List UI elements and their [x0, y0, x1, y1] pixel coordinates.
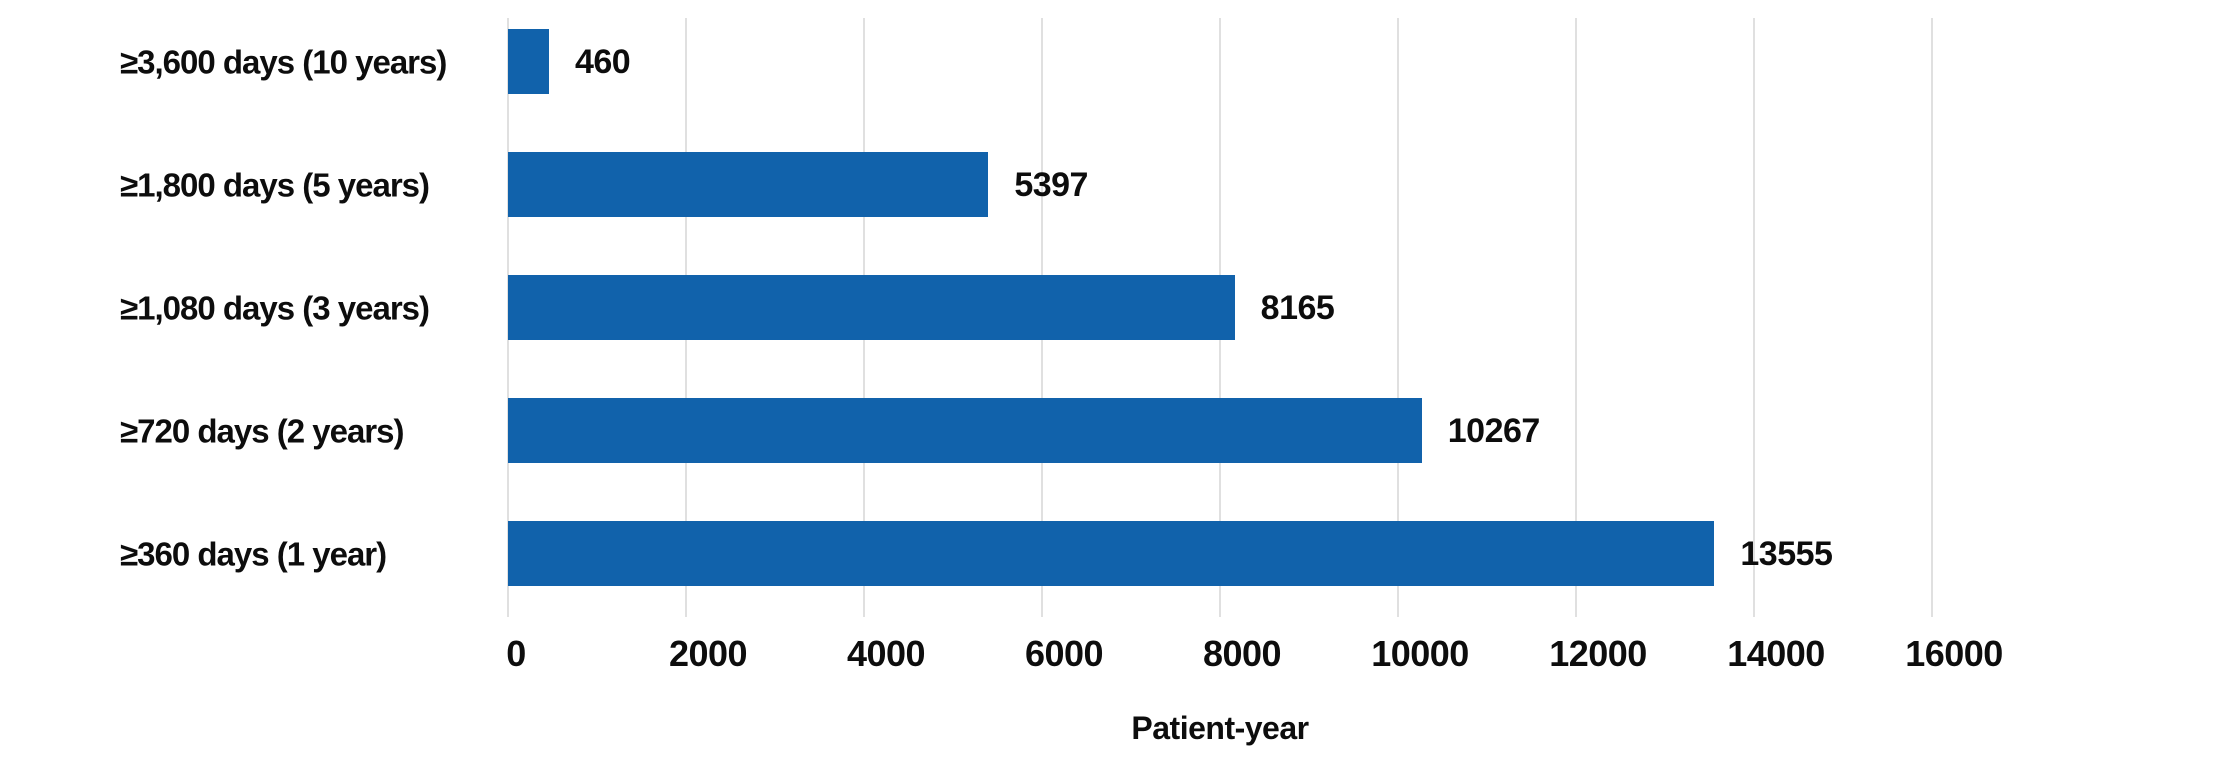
- category-label: ≥720 days (2 years): [120, 412, 404, 449]
- bar-value-label: 13555: [1740, 534, 1833, 573]
- category-label: ≥3,600 days (10 years): [120, 43, 447, 80]
- x-tick-label: 8000: [1202, 633, 1282, 674]
- plot-area: 460 5397 8165 10267 13555: [507, 0, 1933, 617]
- category-label: ≥1,800 days (5 years): [120, 166, 430, 203]
- bar: [508, 29, 549, 94]
- category-label: ≥360 days (1 year): [120, 535, 387, 572]
- x-tick-label: 14000: [1727, 633, 1825, 674]
- gridline: [1931, 18, 1933, 617]
- x-tick-label: 12000: [1549, 633, 1647, 674]
- bar: [508, 521, 1715, 586]
- category-label: ≥1,080 days (3 years): [120, 289, 430, 326]
- x-tick-label: 4000: [846, 633, 926, 674]
- bar: [508, 275, 1235, 340]
- bar-value-label: 5397: [1014, 165, 1088, 204]
- gridline: [1575, 18, 1577, 617]
- x-tick-label: 16000: [1905, 633, 2003, 674]
- x-tick-label: 10000: [1371, 633, 1469, 674]
- x-tick-label: 2000: [668, 633, 748, 674]
- gridline: [1397, 18, 1399, 617]
- bar-value-label: 8165: [1260, 288, 1335, 327]
- bar: [508, 152, 989, 217]
- bar: [508, 398, 1422, 463]
- gridline: [1753, 18, 1755, 617]
- bar-value-label: 10267: [1447, 411, 1541, 450]
- bar-value-label: 460: [574, 42, 631, 81]
- x-axis-title: Patient-year: [1131, 710, 1309, 746]
- x-tick-label: 6000: [1024, 633, 1104, 674]
- x-tick-label: 0: [506, 633, 526, 674]
